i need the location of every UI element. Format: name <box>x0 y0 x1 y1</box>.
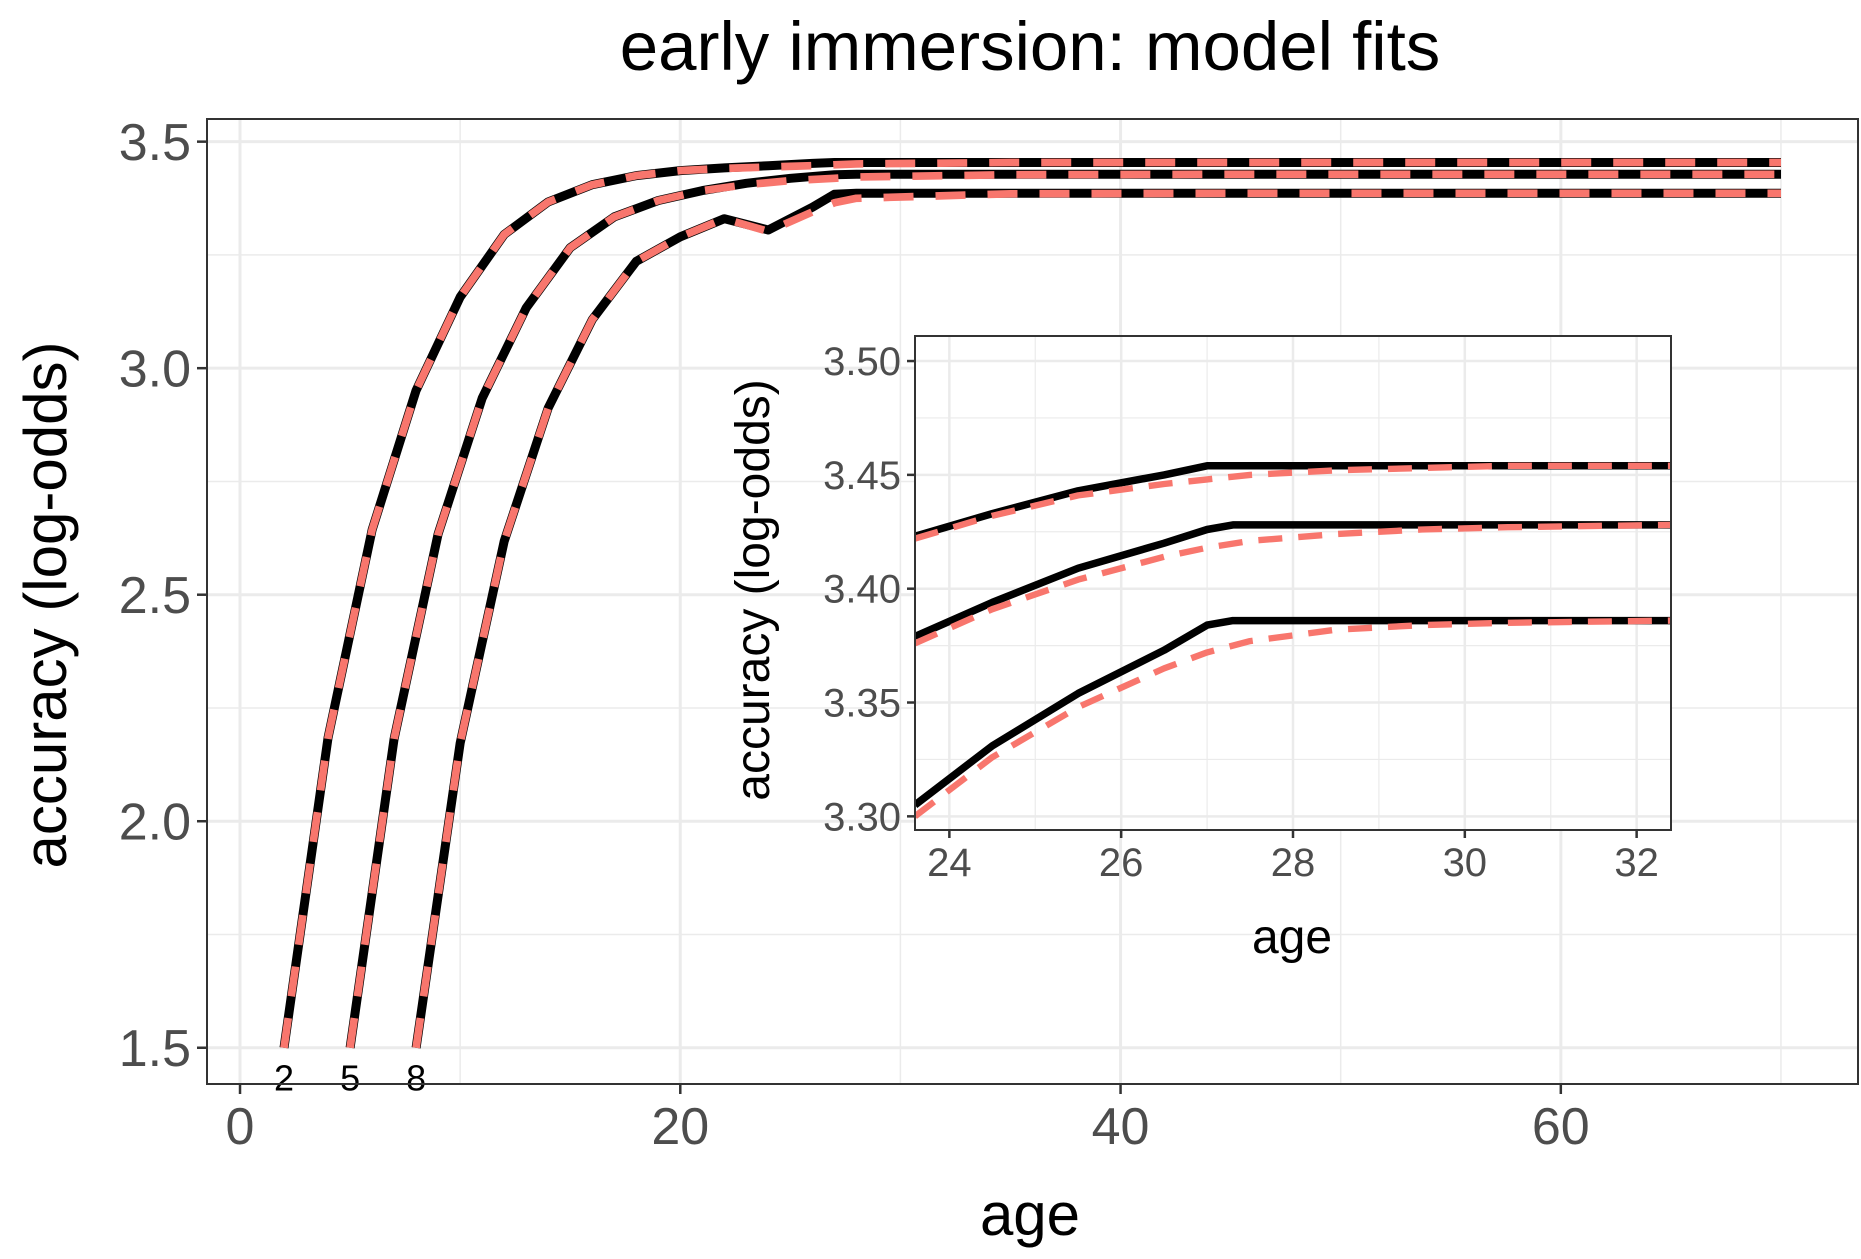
main-x-tick-label: 40 <box>1092 1098 1150 1156</box>
inset-y-axis-title: accuracy (log-odds) <box>727 379 780 801</box>
main-line-label: 2 <box>274 1057 294 1098</box>
main-line-label: 5 <box>340 1057 360 1098</box>
inset-y-tick-label: 3.45 <box>823 454 901 498</box>
main-x-tick-label: 0 <box>226 1098 255 1156</box>
chart-title: early immersion: model fits <box>620 8 1441 85</box>
inset-y-tick-label: 3.35 <box>823 682 901 726</box>
inset-x-tick-label: 28 <box>1271 841 1316 885</box>
inset-panel-border <box>914 335 1672 831</box>
inset-y-tick-label: 3.40 <box>823 568 901 612</box>
inset-series-group <box>915 462 1671 819</box>
main-y-tick-label: 2.0 <box>119 793 191 851</box>
inset-series-solid-line <box>915 616 1671 808</box>
main-x-tick-label: 60 <box>1532 1098 1590 1156</box>
main-series-group <box>279 158 1781 1049</box>
inset-plot-panel: 24 26 28 30 32 3.30 3.35 3.40 3.45 3.50 <box>823 335 1672 885</box>
inset-series-dashed-line <box>915 462 1671 542</box>
main-x-axis-title: age <box>980 1181 1080 1248</box>
inset-series-dashed-line <box>915 521 1671 647</box>
inset-x-tick-label: 24 <box>927 841 972 885</box>
inset-x-tick-label: 32 <box>1614 841 1659 885</box>
inset-x-tick-label: 26 <box>1099 841 1144 885</box>
main-y-tick-label: 1.5 <box>119 1020 191 1078</box>
main-line-label: 8 <box>406 1057 426 1098</box>
main-series-dashed-line <box>346 170 1781 1049</box>
inset-x-tick-label: 30 <box>1443 841 1488 885</box>
main-y-tick-label: 3.5 <box>119 114 191 172</box>
main-x-tick-label: 20 <box>651 1098 709 1156</box>
main-y-tick-label: 3.0 <box>119 340 191 398</box>
inset-series-solid-line <box>915 521 1671 640</box>
main-series-dashed-line <box>280 158 1781 1049</box>
inset-y-tick-label: 3.50 <box>823 340 901 384</box>
inset-x-axis-title: age <box>1252 911 1332 964</box>
main-y-tick-label: 2.5 <box>119 567 191 625</box>
main-series-dashed-line <box>412 189 1781 1049</box>
main-y-axis-title: accuracy (log-odds) <box>12 342 79 869</box>
main-panel-border <box>206 118 1859 1085</box>
inset-y-tick-label: 3.30 <box>823 795 901 839</box>
